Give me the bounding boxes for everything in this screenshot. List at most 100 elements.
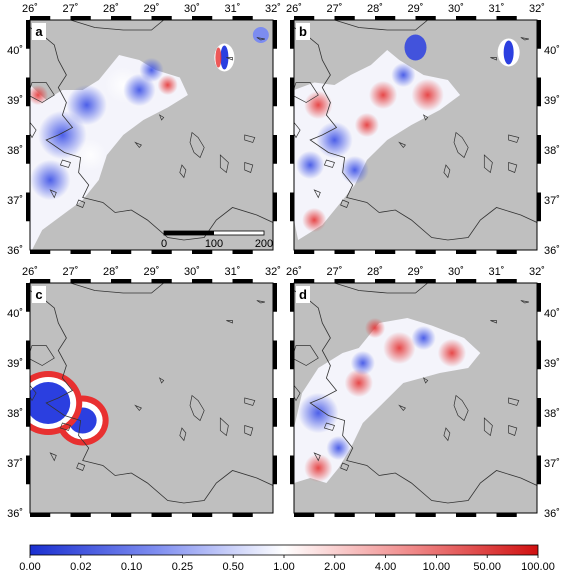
frame-tick-bar bbox=[111, 513, 132, 517]
colorbar-label: 50.00 bbox=[473, 561, 501, 573]
lat-tick-label: 40˚ bbox=[544, 45, 560, 57]
frame-tick-bar bbox=[294, 279, 315, 283]
frame-tick-bar bbox=[294, 16, 315, 20]
frame-tick-bar bbox=[375, 279, 396, 283]
frame-tick-bar bbox=[290, 192, 294, 222]
island-outline bbox=[313, 452, 321, 462]
frame-tick-bar bbox=[375, 250, 396, 254]
lake-outline bbox=[490, 320, 497, 324]
lake-outline bbox=[134, 404, 142, 412]
colorbar-label: 0.02 bbox=[70, 561, 91, 573]
frame-tick-bar bbox=[290, 398, 294, 427]
field-red-anomaly bbox=[157, 74, 178, 96]
frame-tick-bar bbox=[375, 513, 396, 517]
frame-tick-bar bbox=[537, 77, 541, 107]
frame-tick-bar bbox=[273, 283, 277, 312]
frame-tick-bar bbox=[26, 455, 30, 485]
frame-tick-bar bbox=[26, 340, 30, 370]
lon-tick-label: 27˚ bbox=[327, 266, 343, 278]
field-blue-anomaly bbox=[139, 57, 164, 83]
lake-outline bbox=[256, 300, 265, 304]
frame-tick-bar bbox=[537, 20, 541, 49]
panel-label-box bbox=[296, 286, 310, 303]
scale-bar-segment bbox=[164, 231, 214, 235]
panel-label: c bbox=[35, 287, 42, 302]
frame-tick-bar bbox=[537, 340, 541, 370]
frame-tick-bar bbox=[232, 513, 253, 517]
island-outline bbox=[340, 199, 350, 208]
frame-tick-bar bbox=[496, 279, 517, 283]
lat-tick-label: 36˚ bbox=[7, 245, 23, 257]
frame-tick-bar bbox=[70, 250, 91, 254]
island-outline bbox=[49, 452, 57, 462]
lon-tick-label: 32˚ bbox=[529, 3, 545, 15]
lat-tick-label: 39˚ bbox=[544, 95, 560, 107]
frame-tick-bar bbox=[26, 192, 30, 222]
lat-tick-label: 37˚ bbox=[7, 458, 23, 470]
field-blue-anomaly bbox=[296, 150, 325, 180]
island-outline bbox=[30, 345, 55, 366]
island-outline bbox=[30, 384, 37, 402]
lake-outline bbox=[219, 417, 229, 437]
field-red-anomaly bbox=[437, 338, 467, 368]
island-outline bbox=[49, 189, 57, 199]
map-panel-d: 26˚ 27˚ 28˚ 29˚ 30˚ 31˚ 32˚ 36˚ 37˚ 38˚ 39˚ 40˚ d bbox=[286, 266, 560, 520]
field-blue-anomaly bbox=[326, 435, 351, 461]
lake-outline bbox=[490, 57, 497, 61]
field-blue-anomaly bbox=[340, 155, 369, 185]
lon-tick-label: 30˚ bbox=[184, 266, 200, 278]
frame-tick-bar bbox=[232, 279, 253, 283]
lat-tick-label: 39˚ bbox=[7, 95, 23, 107]
field-blue-core bbox=[220, 45, 229, 70]
lon-tick-label: 28˚ bbox=[103, 3, 119, 15]
island-outline bbox=[30, 121, 37, 139]
lake-outline bbox=[398, 404, 406, 412]
coastline bbox=[30, 290, 273, 504]
frame-tick-bar bbox=[273, 77, 277, 107]
frame-tick-bar bbox=[273, 192, 277, 222]
frame-tick-bar bbox=[26, 77, 30, 107]
lake-outline bbox=[244, 162, 254, 173]
scale-bar-label: 100 bbox=[205, 238, 223, 250]
lake-outline bbox=[158, 377, 165, 384]
frame-tick-bar bbox=[273, 455, 277, 485]
field-red-anomaly bbox=[302, 207, 327, 233]
coastline-marmara bbox=[334, 283, 428, 294]
frame-tick-bar bbox=[496, 513, 517, 517]
frame-tick-bar bbox=[415, 16, 436, 20]
field-red-core bbox=[215, 47, 222, 68]
field-blue-anomaly bbox=[350, 350, 375, 376]
field-red-anomaly bbox=[344, 368, 373, 398]
island-outline bbox=[294, 82, 319, 103]
lon-tick-label: 30˚ bbox=[448, 3, 464, 15]
frame-tick-bar bbox=[537, 135, 541, 164]
lake-outline bbox=[189, 394, 205, 422]
lake-outline bbox=[443, 164, 451, 179]
frame-tick-bar bbox=[537, 398, 541, 427]
frame-tick-bar bbox=[290, 135, 294, 164]
field-red-anomaly bbox=[30, 84, 49, 106]
lake-outline bbox=[244, 397, 256, 406]
field-blue-anomaly bbox=[298, 392, 339, 434]
field-blue-anomaly bbox=[391, 62, 416, 88]
lat-tick-label: 38˚ bbox=[544, 408, 560, 420]
colorbar-label: 100.00 bbox=[521, 561, 555, 573]
frame-tick-bar bbox=[290, 77, 294, 107]
lon-tick-label: 28˚ bbox=[367, 266, 383, 278]
colorbar-label: 0.10 bbox=[121, 561, 142, 573]
frame-tick-bar bbox=[290, 340, 294, 370]
lon-tick-label: 28˚ bbox=[103, 266, 119, 278]
lake-outline bbox=[179, 164, 187, 179]
coastline bbox=[30, 27, 273, 241]
lat-tick-label: 36˚ bbox=[544, 508, 560, 520]
lake-outline bbox=[244, 425, 254, 436]
lon-tick-label: 26˚ bbox=[286, 266, 302, 278]
field-red-anomaly bbox=[304, 90, 333, 120]
lon-tick-label: 32˚ bbox=[265, 3, 281, 15]
coastline-marmara bbox=[70, 20, 164, 31]
colorbar-label: 0.50 bbox=[222, 561, 243, 573]
frame-tick-bar bbox=[456, 16, 477, 20]
island-outline bbox=[59, 159, 71, 168]
colorbar: 0.00 0.02 0.10 0.25 0.50 1.00 2.00 4.00 10.00 50.… bbox=[19, 544, 555, 573]
lon-tick-label: 26˚ bbox=[22, 266, 38, 278]
